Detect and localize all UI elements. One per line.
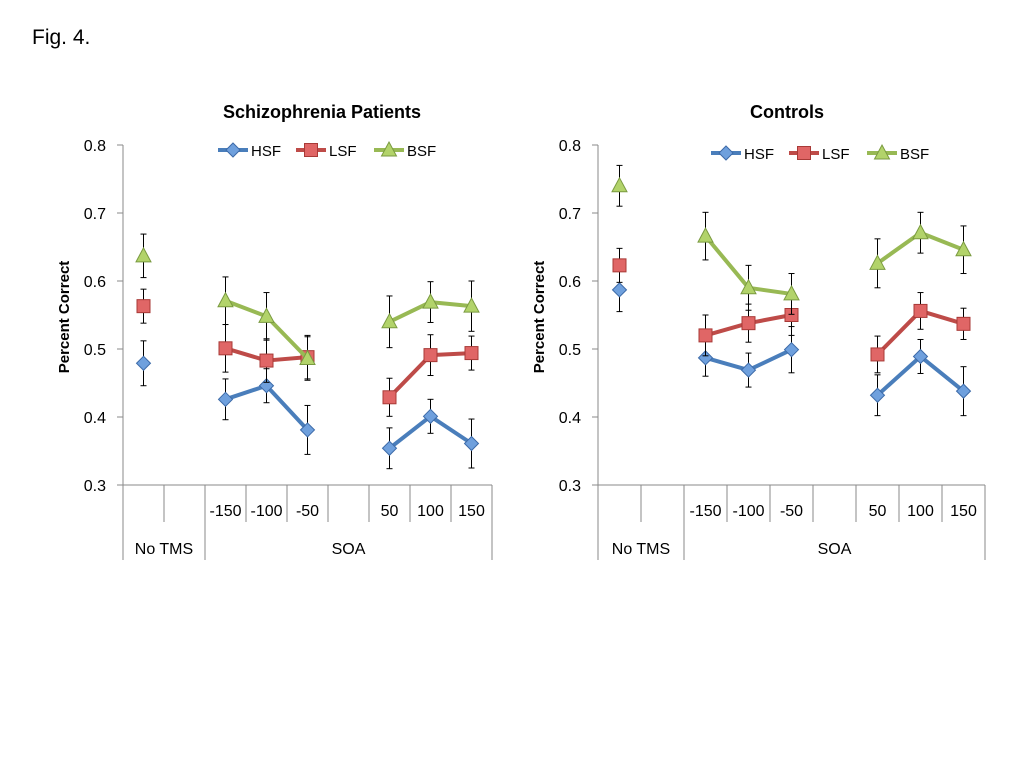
y-tick-label: 0.7 xyxy=(84,206,106,223)
x-group-label: SOA xyxy=(332,541,366,558)
legend-marker xyxy=(380,140,398,157)
data-point xyxy=(870,347,885,362)
y-tick-label: 0.6 xyxy=(84,274,106,291)
data-point xyxy=(913,303,928,318)
x-tick-label: -100 xyxy=(250,503,282,520)
figure-label: Fig. 4. xyxy=(32,26,91,49)
data-point xyxy=(464,346,479,361)
chart-controls: Controls 0.8 0.7 0.6 0.5 0.4 0.3 Percent Correc… xyxy=(531,102,986,560)
data-point xyxy=(697,350,714,366)
data-point xyxy=(218,341,233,356)
legend-label: LSF xyxy=(329,143,357,160)
y-tick-label: 0.3 xyxy=(84,478,106,495)
data-point xyxy=(956,316,971,331)
y-tick-label: 0.5 xyxy=(84,342,106,359)
data-point xyxy=(382,390,397,405)
chart-patients: Schizophrenia Patients 0.8 0.7 0.6 0.5 0.4 0.3… xyxy=(56,102,493,560)
data-point xyxy=(869,254,886,270)
data-point xyxy=(135,246,152,263)
data-point xyxy=(912,223,929,240)
y-tick-label: 0.8 xyxy=(84,138,106,155)
data-point xyxy=(299,349,316,366)
data-point xyxy=(740,278,757,295)
data-point xyxy=(135,355,152,371)
x-tick-label: 150 xyxy=(458,503,485,520)
data-point xyxy=(258,307,275,323)
legend-marker xyxy=(225,142,241,158)
data-point xyxy=(912,348,929,365)
series-hsf xyxy=(611,267,972,417)
data-point xyxy=(697,227,714,243)
data-point xyxy=(463,297,480,313)
y-tick-label: 0.5 xyxy=(559,342,581,359)
data-point xyxy=(258,378,275,394)
y-tick-label: 0.7 xyxy=(559,206,581,223)
x-tick-label: 100 xyxy=(417,503,444,520)
data-point xyxy=(463,435,480,452)
series-bsf xyxy=(611,164,972,315)
data-point xyxy=(422,293,439,309)
legend: HSF LSF BSF xyxy=(711,143,929,163)
data-point xyxy=(259,353,274,368)
legend-label: HSF xyxy=(744,146,774,163)
x-group-label: No TMS xyxy=(612,541,670,558)
data-point xyxy=(299,422,316,438)
x-tick-label: -150 xyxy=(689,503,721,520)
legend: HSF LSF BSF xyxy=(218,140,436,160)
legend-marker xyxy=(873,143,891,160)
data-point xyxy=(955,240,972,257)
y-tick-label: 0.6 xyxy=(559,274,581,291)
x-group-label: SOA xyxy=(818,541,852,558)
data-point xyxy=(783,284,800,301)
x-group-label: No TMS xyxy=(135,541,193,558)
data-point xyxy=(422,408,439,425)
legend-marker xyxy=(304,143,318,157)
legend-label: HSF xyxy=(251,143,281,160)
data-point xyxy=(381,312,398,329)
data-point xyxy=(740,362,757,378)
data-point xyxy=(423,348,438,363)
y-tick-label: 0.4 xyxy=(559,410,581,427)
legend-marker xyxy=(797,146,811,160)
legend-label: BSF xyxy=(407,143,436,160)
legend-label: LSF xyxy=(822,146,850,163)
data-point xyxy=(611,282,628,298)
x-tick-label: 150 xyxy=(950,503,977,520)
chart-title: Controls xyxy=(750,102,824,122)
data-point xyxy=(612,258,627,273)
data-point xyxy=(869,387,886,403)
data-point xyxy=(698,328,713,343)
x-tick-label: 50 xyxy=(381,503,399,520)
data-point xyxy=(611,176,628,193)
y-tick-label: 0.4 xyxy=(84,410,106,427)
chart-title: Schizophrenia Patients xyxy=(223,102,421,122)
y-axis-label: Percent Correct xyxy=(531,261,548,374)
data-point xyxy=(955,383,972,399)
series-hsf xyxy=(135,340,480,470)
legend-label: BSF xyxy=(900,146,929,163)
x-tick-label: 50 xyxy=(869,503,887,520)
x-tick-label: -50 xyxy=(780,503,803,520)
data-point xyxy=(783,341,800,358)
data-point xyxy=(217,291,234,308)
x-tick-label: -150 xyxy=(209,503,241,520)
data-point xyxy=(381,440,398,456)
series-lsf xyxy=(612,247,971,374)
data-point xyxy=(136,299,151,314)
data-point xyxy=(741,316,756,331)
x-tick-label: -50 xyxy=(296,503,319,520)
y-axis-label: Percent Correct xyxy=(56,261,73,374)
y-tick-label: 0.8 xyxy=(559,138,581,155)
y-tick-label: 0.3 xyxy=(559,478,581,495)
data-point xyxy=(217,391,234,408)
legend-marker xyxy=(718,145,734,161)
x-tick-label: -100 xyxy=(732,503,764,520)
series-bsf xyxy=(135,233,480,381)
x-tick-label: 100 xyxy=(907,503,934,520)
